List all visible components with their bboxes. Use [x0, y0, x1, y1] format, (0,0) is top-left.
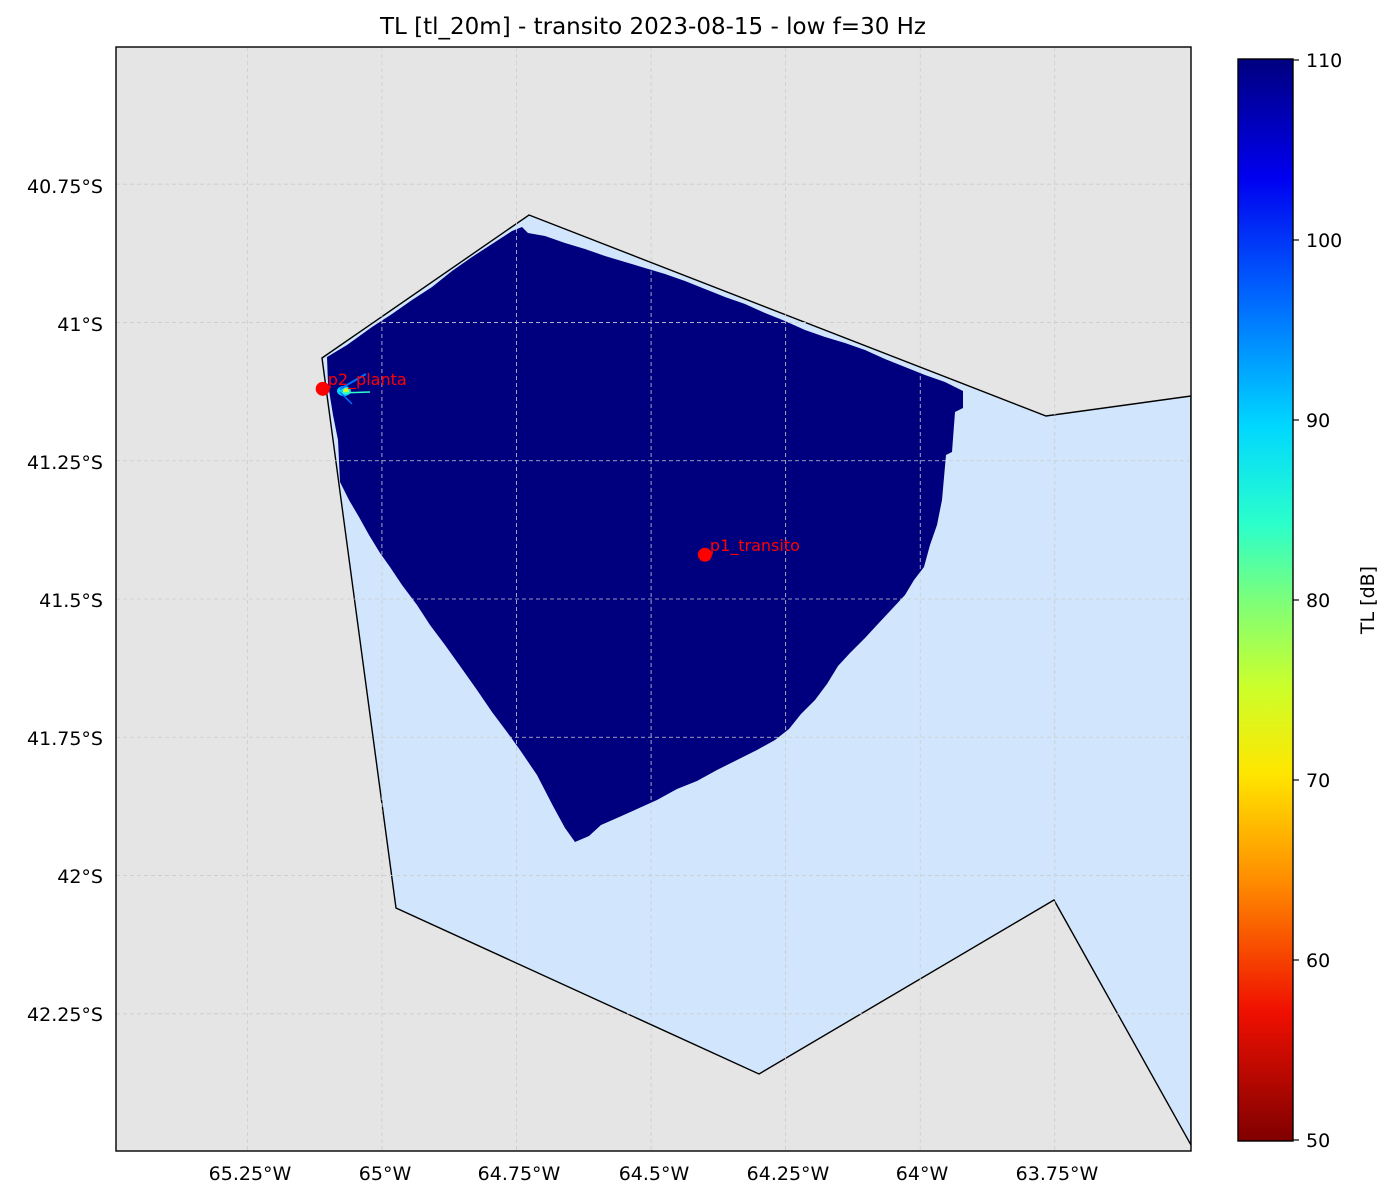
lon-tick-label: 65.25°W — [209, 1163, 292, 1185]
colorbar: 110 100 90 80 70 60 50 TL [dB] — [1237, 50, 1379, 1152]
map-title: TL [tl_20m] - transito 2023-08-15 - low … — [379, 14, 926, 40]
longitude-axis: 65.25°W 65°W 64.75°W 64.5°W 64.25°W 64°W… — [209, 1163, 1099, 1185]
lat-tick-label: 41.75°S — [27, 728, 103, 750]
site-marker-p1_transito — [697, 547, 712, 562]
lon-tick-label: 64.75°W — [478, 1163, 561, 1185]
colorbar-tick-label: 90 — [1306, 410, 1330, 432]
lat-tick-label: 42.25°S — [27, 1004, 103, 1026]
lon-tick-label: 65°W — [359, 1163, 412, 1185]
lon-tick-label: 64.5°W — [619, 1163, 690, 1185]
colorbar-tick-label: 110 — [1306, 50, 1342, 72]
lat-tick-label: 41°S — [57, 314, 103, 336]
latitude-axis: 40.75°S 41°S 41.25°S 41.5°S 41.75°S 42°S… — [27, 176, 103, 1026]
site-marker-p2_planta — [315, 381, 330, 396]
lat-tick-label: 42°S — [57, 866, 103, 888]
graticule-grid — [116, 47, 1191, 1151]
site-label-p2_planta: p2_planta — [328, 370, 407, 390]
lat-tick-label: 40.75°S — [27, 176, 103, 198]
colorbar-tick-label: 80 — [1306, 590, 1330, 612]
lat-tick-label: 41.25°S — [27, 452, 103, 474]
colorbar-tick-label: 70 — [1306, 770, 1330, 792]
map-frame — [115, 46, 1192, 1152]
colorbar-tick-label: 100 — [1306, 230, 1342, 252]
map-axes — [116, 47, 1191, 1151]
lon-tick-label: 63.75°W — [1016, 1163, 1099, 1185]
colorbar-tick-label: 60 — [1306, 950, 1330, 972]
site-markers: p2_planta p1_transito — [315, 370, 800, 562]
near-source-lobe — [337, 373, 371, 405]
colorbar-tick-label: 50 — [1306, 1130, 1330, 1152]
lon-tick-label: 64.25°W — [747, 1163, 830, 1185]
colorbar-ticks — [1293, 59, 1299, 1141]
colorbar-label: TL [dB] — [1357, 566, 1379, 635]
tl-field — [327, 227, 963, 842]
colorbar-gradient — [1237, 58, 1294, 1142]
lat-tick-label: 41.5°S — [39, 590, 103, 612]
lon-tick-label: 64°W — [896, 1163, 949, 1185]
site-label-p1_transito: p1_transito — [710, 536, 800, 556]
